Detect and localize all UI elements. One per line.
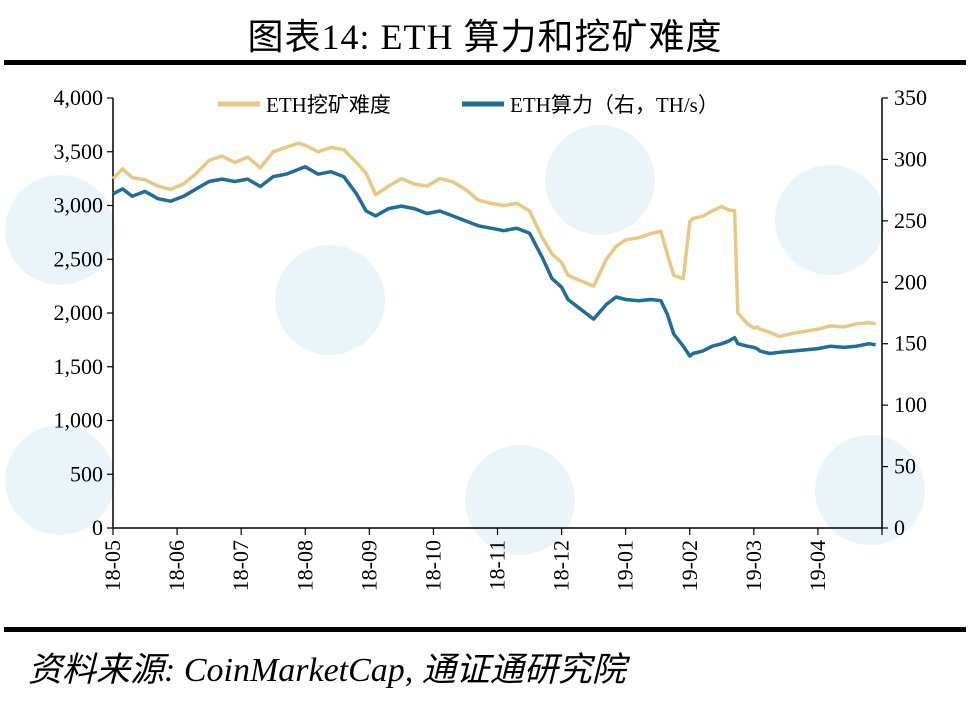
left-tick-label: 3,000 — [54, 193, 104, 218]
x-tick-label: 18-11 — [485, 540, 510, 591]
x-tick-label: 18-05 — [100, 540, 125, 591]
hashrate-series-line — [112, 165, 876, 358]
right-tick-label: 0 — [894, 515, 905, 540]
bottom-rule — [4, 627, 966, 632]
left-tick-label: 500 — [70, 461, 103, 486]
x-tick-label: 19-02 — [677, 540, 702, 591]
right-tick-label: 150 — [894, 331, 927, 356]
chart-title: 图表14: ETH 算力和挖矿难度 — [247, 17, 723, 57]
x-tick-label: 18-06 — [164, 540, 189, 591]
left-tick-label: 2,500 — [54, 246, 104, 271]
left-tick-label: 2,000 — [54, 300, 104, 325]
left-tick-label: 1,000 — [54, 408, 104, 433]
x-tick-label: 18-09 — [356, 540, 381, 591]
watermark-logo — [815, 435, 925, 545]
x-tick-label: 18-07 — [228, 540, 253, 591]
x-tick-label: 18-10 — [420, 540, 445, 591]
x-tick-label: 19-01 — [613, 540, 638, 591]
watermark-logo — [275, 245, 385, 355]
left-tick-label: 0 — [92, 515, 103, 540]
x-tick-label: 19-04 — [805, 540, 830, 591]
x-tick-label: 19-03 — [741, 540, 766, 591]
x-tick-label: 18-12 — [549, 540, 574, 591]
left-tick-label: 4,000 — [54, 85, 104, 110]
left-tick-label: 1,500 — [54, 354, 104, 379]
watermark-logo — [545, 125, 655, 235]
difficulty-series-line — [111, 141, 876, 339]
legend-item-difficulty-label: ETH挖矿难度 — [266, 93, 391, 117]
right-tick-label: 250 — [894, 208, 927, 233]
legend-item-hashrate-label: ETH算力（右，TH/s） — [510, 93, 719, 117]
x-tick-label: 18-08 — [292, 540, 317, 591]
watermark-logo — [465, 445, 575, 555]
watermark-logo — [5, 425, 115, 535]
right-tick-label: 100 — [894, 392, 927, 417]
watermark-logo — [5, 175, 115, 285]
right-tick-label: 50 — [894, 454, 916, 479]
right-tick-label: 300 — [894, 146, 927, 171]
plot-area: 0 500 1,000 1,500 2,000 2,500 3,000 3,500 4,000 0… — [54, 85, 928, 591]
right-tick-label: 200 — [894, 269, 927, 294]
watermark-logo — [775, 165, 885, 275]
right-tick-label: 350 — [894, 85, 927, 110]
source-note: 资料来源: CoinMarketCap, 通证通研究院 — [28, 652, 626, 689]
top-rule — [4, 60, 966, 65]
left-tick-label: 3,500 — [54, 139, 104, 164]
